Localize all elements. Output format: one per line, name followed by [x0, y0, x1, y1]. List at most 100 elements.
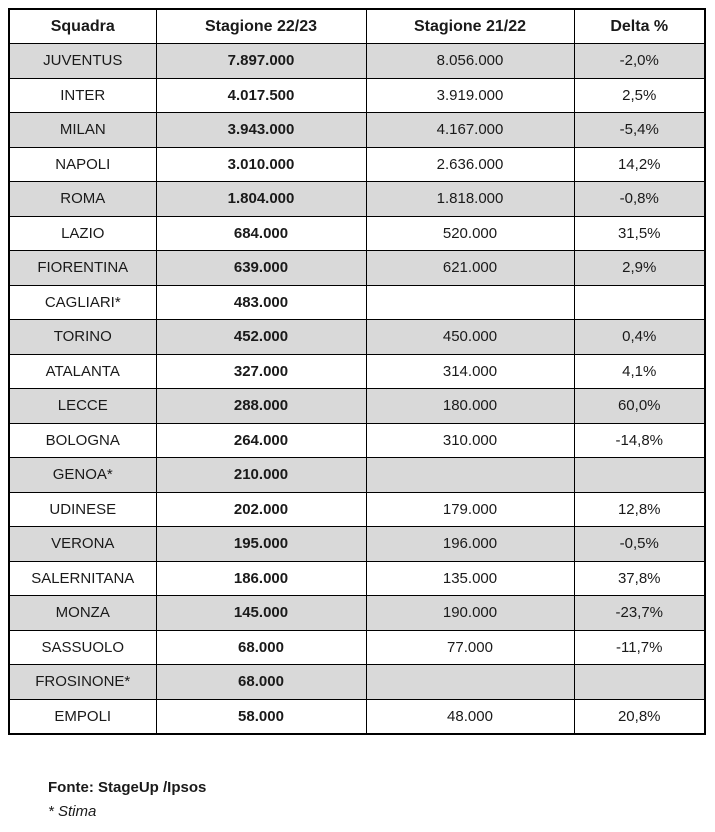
delta-cell — [573, 457, 706, 493]
squadra-cell: MONZA — [8, 595, 157, 631]
stagione-2223-cell: 210.000 — [155, 457, 367, 493]
stagione-2122-cell: 314.000 — [365, 353, 575, 389]
delta-cell: 31,5% — [573, 215, 706, 251]
squadra-cell: LAZIO — [8, 215, 157, 251]
attendance-table: Squadra Stagione 22/23 Stagione 21/22 De… — [8, 8, 706, 735]
delta-cell: 2,9% — [573, 250, 706, 286]
table-row: BOLOGNA 264.000 310.000 -14,8% — [8, 422, 706, 458]
stagione-2223-cell: 195.000 — [155, 526, 367, 562]
squadra-cell: JUVENTUS — [8, 43, 157, 79]
squadra-cell: UDINESE — [8, 491, 157, 527]
squadra-cell: FROSINONE* — [8, 664, 157, 700]
stagione-2223-cell: 4.017.500 — [155, 77, 367, 113]
delta-cell: -2,0% — [573, 43, 706, 79]
table-row: FIORENTINA 639.000 621.000 2,9% — [8, 250, 706, 286]
delta-cell: -23,7% — [573, 595, 706, 631]
squadra-cell: VERONA — [8, 526, 157, 562]
header-squadra: Squadra — [8, 8, 157, 44]
footer: Fonte: StageUp /Ipsos * Stima — [48, 776, 206, 824]
delta-cell: 0,4% — [573, 319, 706, 355]
delta-cell: 20,8% — [573, 698, 706, 735]
stagione-2122-cell: 2.636.000 — [365, 146, 575, 182]
table-row: SALERNITANA 186.000 135.000 37,8% — [8, 560, 706, 596]
stagione-2122-cell: 190.000 — [365, 595, 575, 631]
table-row: LAZIO 684.000 520.000 31,5% — [8, 215, 706, 251]
stagione-2223-cell: 452.000 — [155, 319, 367, 355]
table-body: JUVENTUS 7.897.000 8.056.000 -2,0% INTER… — [8, 43, 706, 735]
delta-cell: -11,7% — [573, 629, 706, 665]
table-row: INTER 4.017.500 3.919.000 2,5% — [8, 77, 706, 113]
header-stagione-2122: Stagione 21/22 — [365, 8, 575, 44]
table-row: EMPOLI 58.000 48.000 20,8% — [8, 698, 706, 735]
table-row: LECCE 288.000 180.000 60,0% — [8, 388, 706, 424]
stagione-2223-cell: 7.897.000 — [155, 43, 367, 79]
stagione-2223-cell: 3.010.000 — [155, 146, 367, 182]
stagione-2122-cell: 8.056.000 — [365, 43, 575, 79]
header-stagione-2223: Stagione 22/23 — [155, 8, 367, 44]
delta-cell — [573, 664, 706, 700]
stagione-2122-cell — [365, 457, 575, 493]
squadra-cell: CAGLIARI* — [8, 284, 157, 320]
delta-cell: 37,8% — [573, 560, 706, 596]
table-row: FROSINONE* 68.000 — [8, 664, 706, 700]
stagione-2122-cell: 520.000 — [365, 215, 575, 251]
delta-cell: 2,5% — [573, 77, 706, 113]
table-row: MILAN 3.943.000 4.167.000 -5,4% — [8, 112, 706, 148]
stagione-2223-cell: 288.000 — [155, 388, 367, 424]
table-header: Squadra Stagione 22/23 Stagione 21/22 De… — [8, 8, 706, 44]
stagione-2122-cell: 4.167.000 — [365, 112, 575, 148]
stagione-2223-cell: 68.000 — [155, 664, 367, 700]
stagione-2223-cell: 58.000 — [155, 698, 367, 735]
stagione-2223-cell: 483.000 — [155, 284, 367, 320]
header-row: Squadra Stagione 22/23 Stagione 21/22 De… — [8, 8, 706, 44]
stagione-2223-cell: 3.943.000 — [155, 112, 367, 148]
stagione-2122-cell: 48.000 — [365, 698, 575, 735]
squadra-cell: FIORENTINA — [8, 250, 157, 286]
stagione-2223-cell: 684.000 — [155, 215, 367, 251]
table-row: CAGLIARI* 483.000 — [8, 284, 706, 320]
stagione-2122-cell: 450.000 — [365, 319, 575, 355]
stagione-2122-cell: 196.000 — [365, 526, 575, 562]
stagione-2122-cell: 77.000 — [365, 629, 575, 665]
source-note: Fonte: StageUp /Ipsos — [48, 779, 207, 796]
squadra-cell: BOLOGNA — [8, 422, 157, 458]
stagione-2223-cell: 327.000 — [155, 353, 367, 389]
squadra-cell: NAPOLI — [8, 146, 157, 182]
stagione-2223-cell: 202.000 — [155, 491, 367, 527]
header-delta: Delta % — [573, 8, 706, 44]
table-row: UDINESE 202.000 179.000 12,8% — [8, 491, 706, 527]
stagione-2223-cell: 186.000 — [155, 560, 367, 596]
table-row: JUVENTUS 7.897.000 8.056.000 -2,0% — [8, 43, 706, 79]
delta-cell: -5,4% — [573, 112, 706, 148]
squadra-cell: EMPOLI — [8, 698, 157, 735]
table-row: ATALANTA 327.000 314.000 4,1% — [8, 353, 706, 389]
stagione-2122-cell — [365, 664, 575, 700]
delta-cell: -0,5% — [573, 526, 706, 562]
stagione-2223-cell: 145.000 — [155, 595, 367, 631]
table-row: ROMA 1.804.000 1.818.000 -0,8% — [8, 181, 706, 217]
table-row: NAPOLI 3.010.000 2.636.000 14,2% — [8, 146, 706, 182]
stagione-2223-cell: 1.804.000 — [155, 181, 367, 217]
delta-cell: -14,8% — [573, 422, 706, 458]
stagione-2122-cell: 179.000 — [365, 491, 575, 527]
delta-cell: 60,0% — [573, 388, 706, 424]
table-row: GENOA* 210.000 — [8, 457, 706, 493]
squadra-cell: ROMA — [8, 181, 157, 217]
table-row: VERONA 195.000 196.000 -0,5% — [8, 526, 706, 562]
squadra-cell: LECCE — [8, 388, 157, 424]
delta-cell — [573, 284, 706, 320]
stagione-2122-cell: 3.919.000 — [365, 77, 575, 113]
squadra-cell: TORINO — [8, 319, 157, 355]
squadra-cell: ATALANTA — [8, 353, 157, 389]
squadra-cell: SASSUOLO — [8, 629, 157, 665]
stagione-2122-cell — [365, 284, 575, 320]
table-row: SASSUOLO 68.000 77.000 -11,7% — [8, 629, 706, 665]
squadra-cell: MILAN — [8, 112, 157, 148]
table-row: TORINO 452.000 450.000 0,4% — [8, 319, 706, 355]
stagione-2122-cell: 1.818.000 — [365, 181, 575, 217]
delta-cell: 12,8% — [573, 491, 706, 527]
stagione-2122-cell: 180.000 — [365, 388, 575, 424]
squadra-cell: INTER — [8, 77, 157, 113]
stagione-2122-cell: 621.000 — [365, 250, 575, 286]
stagione-2223-cell: 264.000 — [155, 422, 367, 458]
